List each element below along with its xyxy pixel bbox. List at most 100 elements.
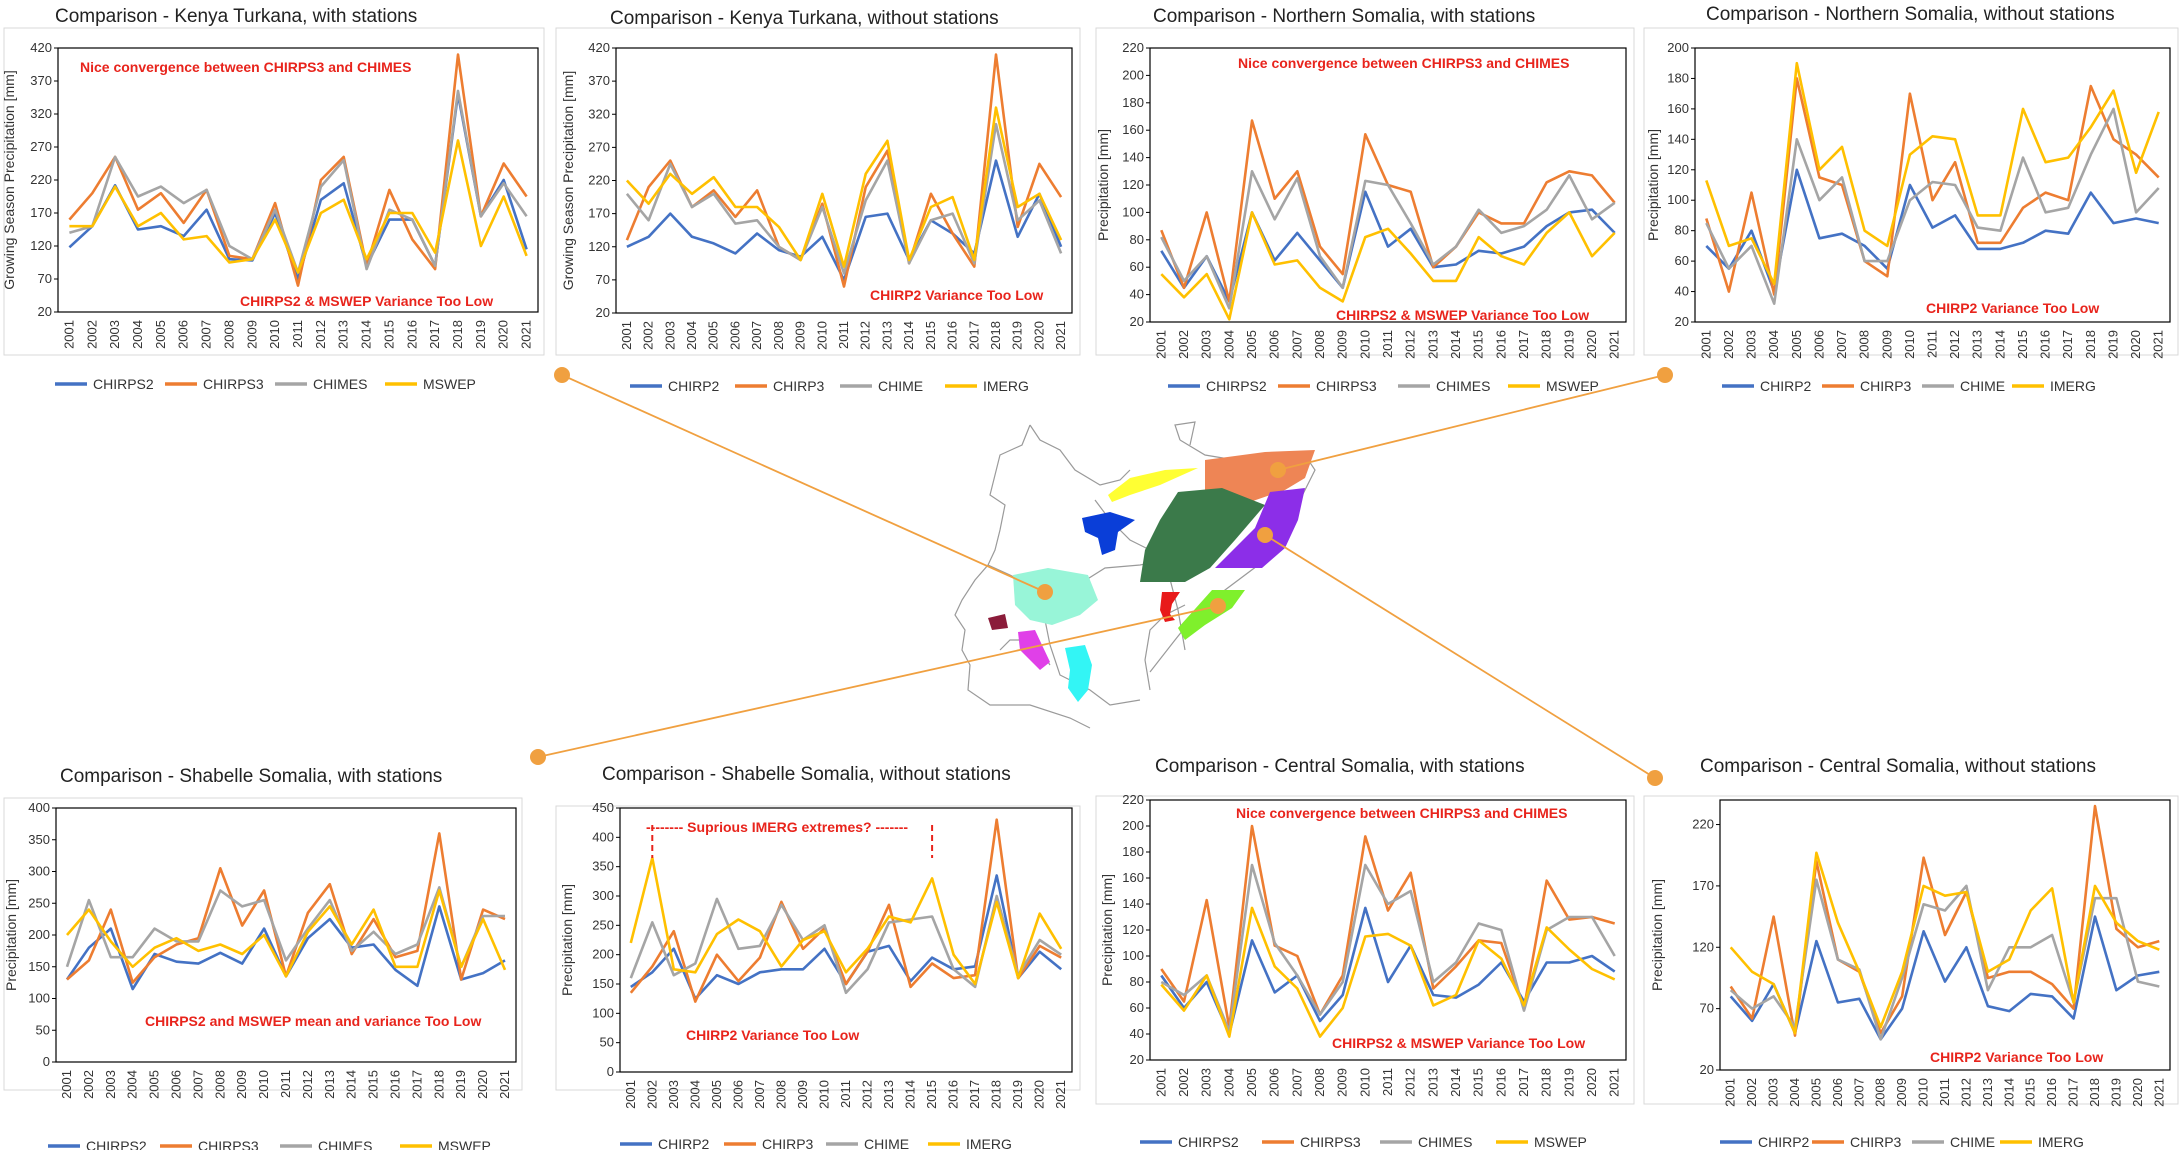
x-tick-label: 2008 [1857, 330, 1872, 359]
x-tick-label: 2016 [945, 321, 960, 350]
x-tick-label: 2021 [497, 1070, 512, 1099]
chart-frame [1095, 27, 1635, 356]
x-tick-label: 2007 [199, 320, 214, 349]
x-tick-label: 2002 [644, 1080, 659, 1109]
x-tick-label: 2016 [2038, 330, 2053, 359]
legend-label-chime: CHIME [878, 378, 923, 394]
x-tick-label: 2011 [290, 320, 305, 348]
chart-frame [555, 27, 1081, 356]
connector-lines [530, 367, 1673, 786]
series-line-imerg [1729, 851, 2160, 1035]
series-line-chimes [1160, 170, 1616, 310]
x-tick-label: 2011 [1380, 330, 1395, 358]
y-tick-label: 160 [1667, 101, 1689, 116]
x-tick-label: 2016 [388, 1070, 403, 1099]
legend-label-mswep: MSWEP [423, 376, 476, 392]
annotation-text: CHIRPS2 and MSWEP mean and variance Too … [145, 1013, 481, 1029]
x-tick-label: 2009 [244, 320, 259, 349]
x-tick-label: 2018 [988, 321, 1003, 350]
y-tick-label: 160 [1122, 870, 1144, 885]
x-tick-label: 2006 [1267, 330, 1282, 359]
x-tick-label: 2014 [359, 320, 374, 349]
x-tick-label: 2008 [212, 1070, 227, 1099]
y-tick-label: 60 [1675, 253, 1689, 268]
legend-label-chirps2: CHIRPS2 [93, 376, 154, 392]
y-tick-label: 320 [588, 106, 610, 121]
x-tick-label: 2021 [2151, 1078, 2166, 1107]
x-tick-label: 2004 [1787, 1078, 1802, 1107]
y-tick-label: 400 [28, 800, 50, 815]
chart-panel-7: Comparison - Central Somalia, with stati… [1095, 756, 1635, 1150]
x-tick-label: 2020 [475, 1070, 490, 1099]
x-tick-label: 2004 [1221, 330, 1236, 359]
x-tick-label: 2017 [967, 1080, 982, 1109]
x-tick-label: 2013 [879, 321, 894, 350]
y-tick-label: 300 [28, 864, 50, 879]
x-tick-label: 2011 [838, 1080, 853, 1108]
legend-label-chimes: CHIMES [1436, 378, 1490, 394]
y-tick-label: 200 [1667, 40, 1689, 55]
y-tick-label: 250 [592, 917, 614, 932]
series-line-mswep [1160, 906, 1616, 1038]
x-tick-label: 2018 [2087, 1078, 2102, 1107]
chart-panel-4: Comparison - Northern Somalia, without s… [1643, 4, 2179, 394]
chart-title: Comparison - Northern Somalia, with stat… [1153, 6, 1535, 27]
y-tick-label: 450 [592, 800, 614, 815]
x-tick-label: 2001 [1723, 1078, 1738, 1107]
x-tick-label: 2010 [1902, 330, 1917, 359]
x-tick-label: 2002 [1176, 330, 1191, 359]
annotation-text: Nice convergence between CHIRPS3 and CHI… [80, 59, 411, 75]
x-tick-label: 2003 [666, 1080, 681, 1109]
y-tick-label: 420 [30, 40, 52, 55]
y-tick-label: 140 [1122, 896, 1144, 911]
connector-dot [1270, 462, 1286, 478]
y-tick-label: 370 [30, 73, 52, 88]
region-dark-green [1140, 488, 1265, 582]
connector-central-somalia [1257, 527, 1663, 786]
y-tick-label: 70 [38, 271, 52, 286]
series-line-chirp3 [1705, 77, 2160, 296]
annotation-text: CHIRPS2 & MSWEP Variance Too Low [1336, 307, 1589, 323]
connector-dot [530, 749, 546, 765]
y-axis-label: Precipitation [mm] [3, 879, 19, 991]
x-tick-label: 2001 [59, 1070, 74, 1099]
x-tick-label: 2013 [1980, 1078, 1995, 1107]
region-cyan [1065, 645, 1092, 702]
series-line-imerg [625, 106, 1063, 268]
x-tick-label: 2005 [1244, 1068, 1259, 1097]
x-tick-label: 2018 [450, 320, 465, 349]
legend-label-chirp2: CHIRP2 [1758, 1134, 1810, 1150]
series-line-chirps2 [1160, 906, 1616, 1036]
series-line-chimes [69, 89, 528, 274]
y-tick-label: 20 [38, 304, 52, 319]
x-tick-label: 2007 [1289, 330, 1304, 359]
legend-label-chirps2: CHIRPS2 [1178, 1134, 1239, 1150]
x-tick-label: 2018 [1539, 330, 1554, 359]
x-tick-label: 2019 [2108, 1078, 2123, 1107]
y-tick-label: 50 [600, 1035, 614, 1050]
legend-label-chime: CHIME [1960, 378, 2005, 394]
y-tick-label: 220 [1122, 40, 1144, 55]
y-tick-label: 150 [592, 976, 614, 991]
chart-panel-1: Comparison - Kenya Turkana, with station… [1, 6, 545, 392]
x-tick-label: 2006 [1830, 1078, 1845, 1107]
y-tick-label: 170 [1692, 878, 1714, 893]
x-tick-label: 2006 [1811, 330, 1826, 359]
x-tick-label: 2009 [1335, 1068, 1350, 1097]
x-tick-label: 2018 [1539, 1068, 1554, 1097]
series-line-imerg [1705, 61, 2160, 286]
x-tick-label: 2019 [453, 1070, 468, 1099]
x-tick-label: 2021 [1053, 321, 1068, 350]
region-red [1160, 592, 1180, 622]
x-tick-label: 2013 [336, 320, 351, 349]
y-tick-label: 180 [1122, 844, 1144, 859]
x-tick-label: 2019 [1561, 1068, 1576, 1097]
x-tick-label: 2017 [1516, 330, 1531, 359]
legend-label-mswep: MSWEP [438, 1138, 491, 1150]
x-tick-label: 2013 [1970, 330, 1985, 359]
x-tick-label: 2014 [1448, 1068, 1463, 1097]
x-tick-label: 2009 [793, 321, 808, 350]
plot-area [619, 807, 1073, 1073]
chart-title: Comparison - Northern Somalia, without s… [1706, 4, 2115, 25]
